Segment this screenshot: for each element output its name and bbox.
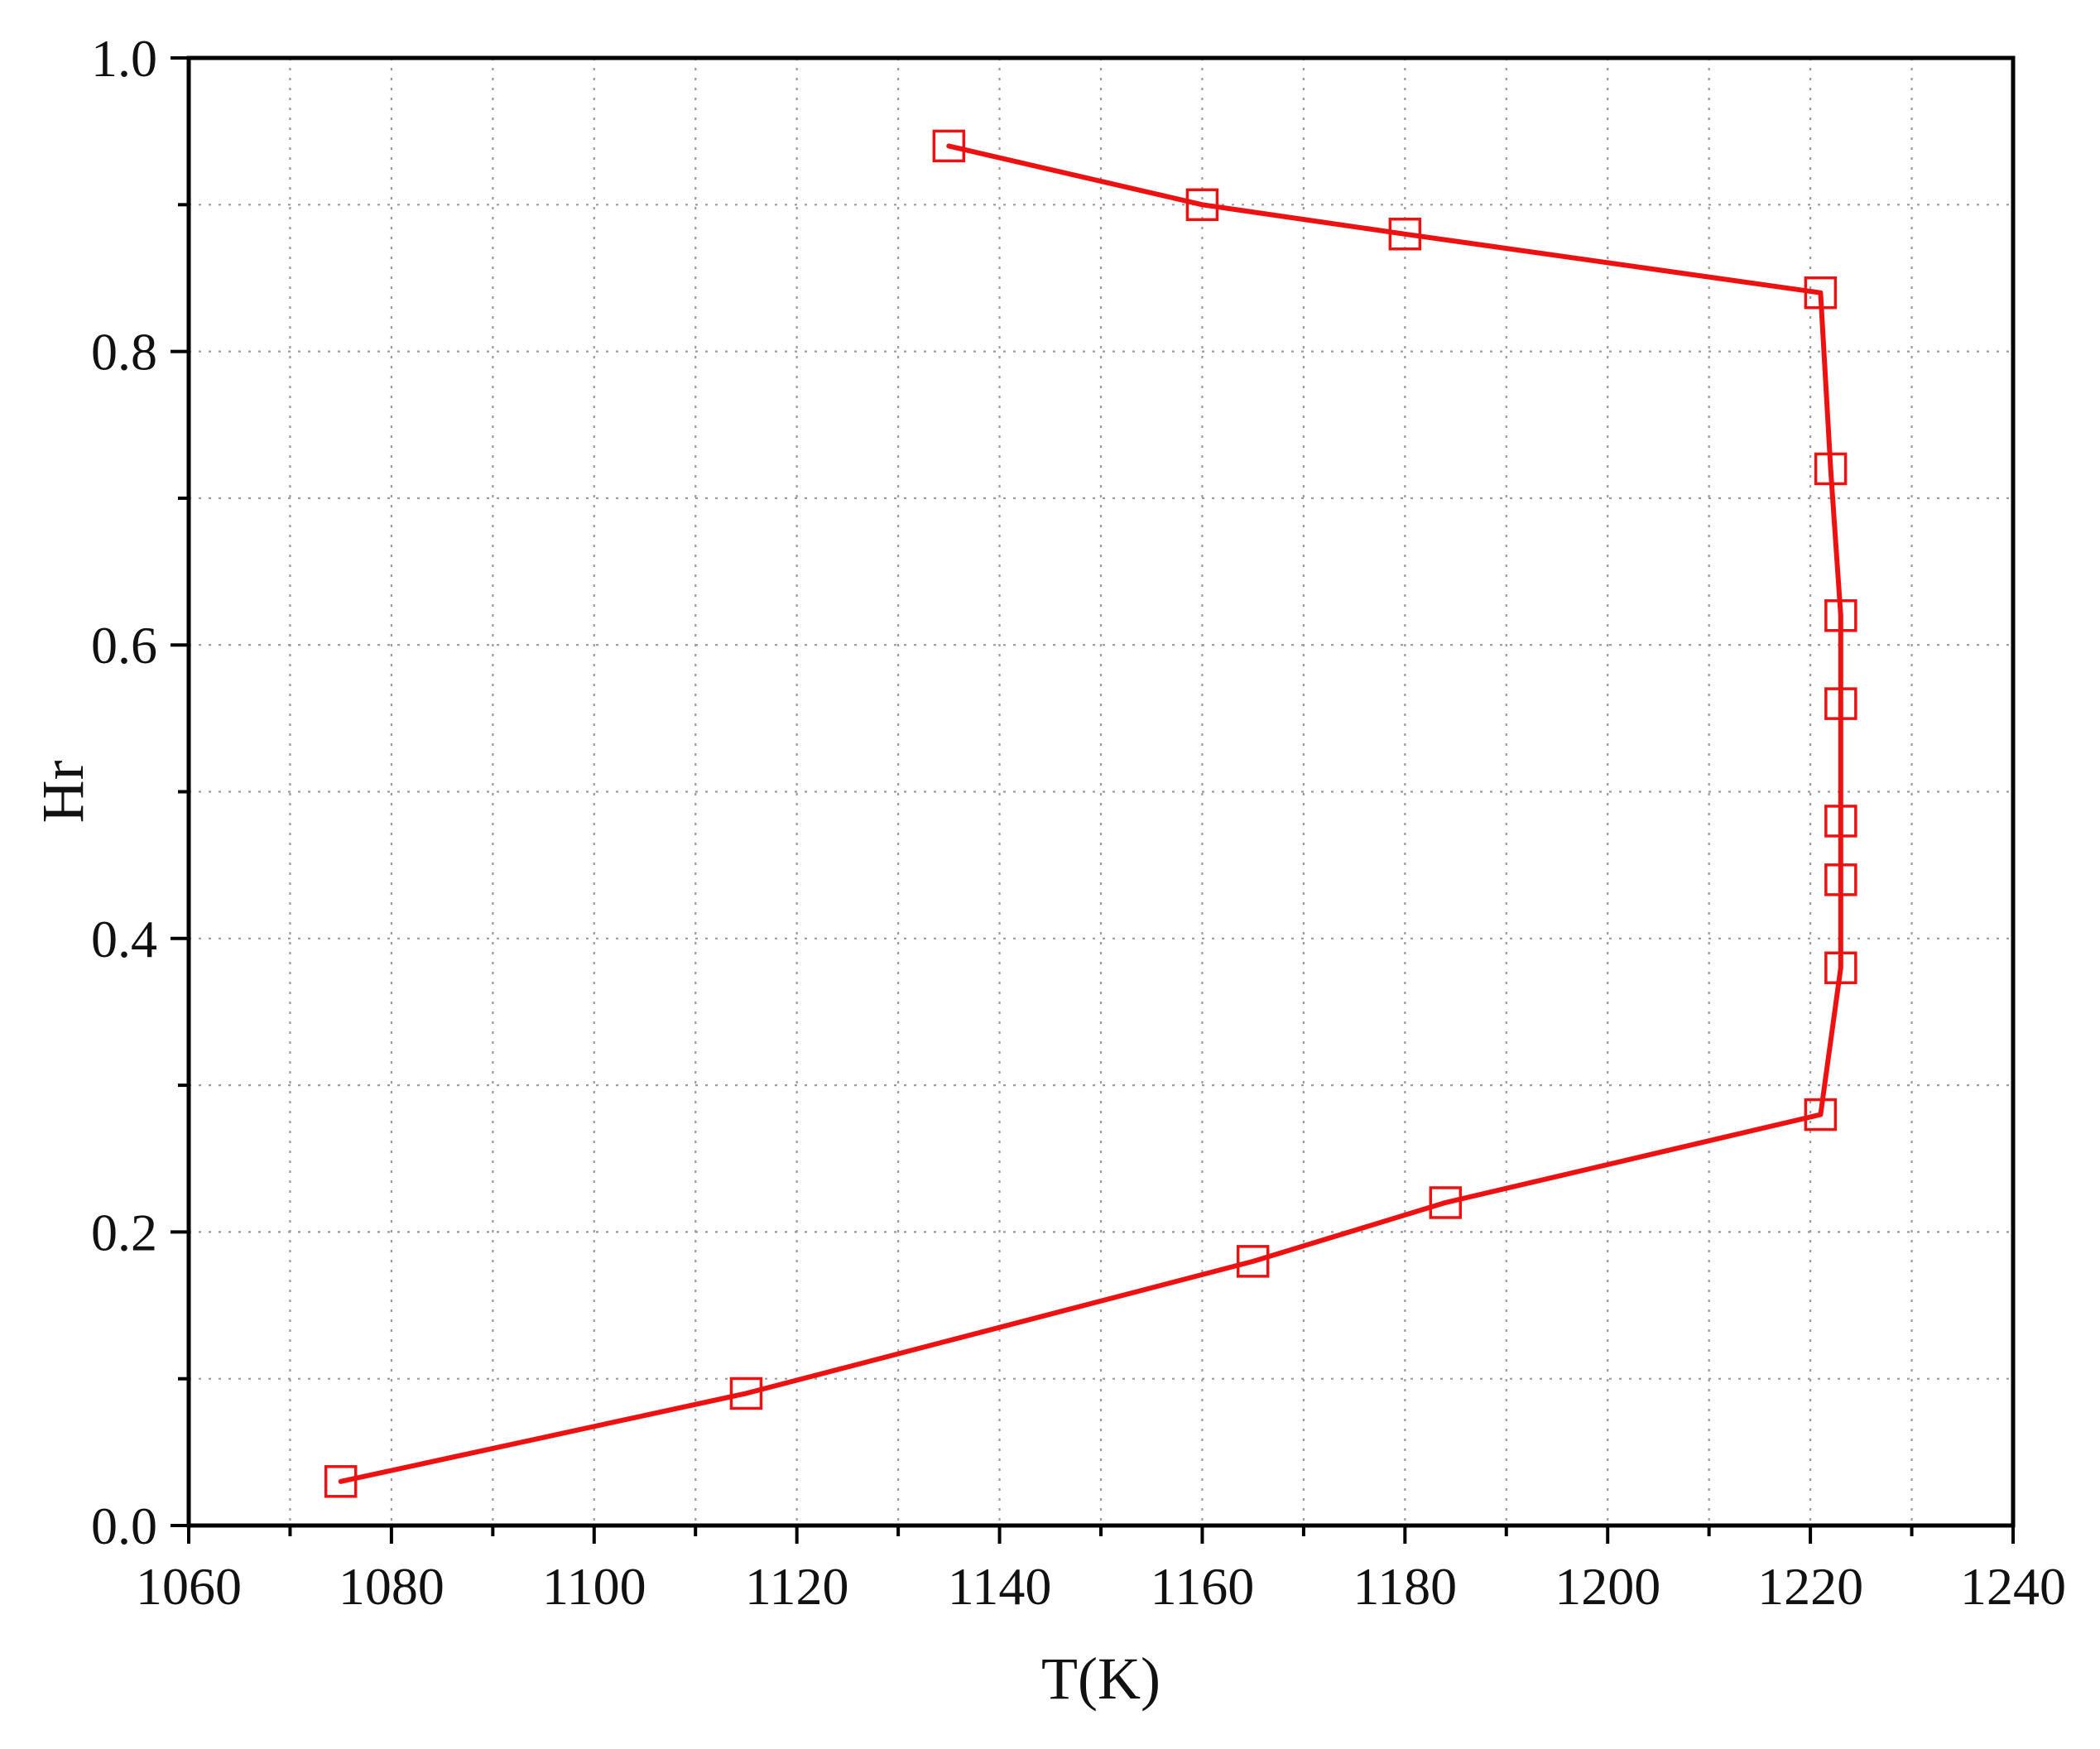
data-point-marker: [1814, 452, 1848, 486]
y-axis-title: Hr: [30, 760, 96, 823]
data-point-marker: [1824, 951, 1857, 985]
data-point-marker: [1185, 188, 1219, 222]
x-tick-label: 1180: [1353, 1557, 1458, 1616]
data-point-marker: [1824, 687, 1857, 720]
y-tick-label: 0.8: [91, 323, 157, 382]
y-tick-label: 1.0: [91, 29, 157, 88]
series-line: [338, 143, 1843, 1484]
data-point-marker: [1824, 598, 1857, 632]
plot-frame: [186, 55, 2016, 1528]
x-tick-label: 1080: [339, 1557, 445, 1616]
data-point-marker: [1804, 276, 1838, 310]
data-point-marker: [729, 1377, 763, 1410]
x-tick-label: 1060: [136, 1557, 242, 1616]
y-tick-label: 0.6: [91, 616, 157, 675]
grid: [189, 58, 2013, 1526]
x-tick-label: 1160: [1151, 1557, 1255, 1616]
data-point-marker: [1236, 1245, 1270, 1278]
x-tick-label: 1240: [1960, 1557, 2066, 1616]
data-point-marker: [324, 1465, 358, 1498]
data-point-marker: [1804, 1098, 1838, 1132]
data-point-marker: [1388, 218, 1422, 251]
data-point-marker: [932, 129, 966, 163]
y-tick-label: 0.2: [91, 1203, 157, 1261]
y-tick-label: 0.4: [91, 910, 157, 968]
x-axis-title: T(K): [1041, 1646, 1161, 1712]
x-tick-label: 1120: [745, 1557, 849, 1616]
x-tick-label: 1100: [542, 1557, 646, 1616]
tick-labels: 1060 1080 1100 1120 1140 1160 1180 1200 1220 1240…: [91, 29, 2066, 1616]
data-point-marker: [1429, 1186, 1463, 1219]
data-point-marker: [1824, 805, 1857, 838]
series-layer: [324, 129, 1857, 1498]
x-tick-label: 1220: [1757, 1557, 1863, 1616]
x-tick-label: 1140: [948, 1557, 1052, 1616]
x-tick-label: 1200: [1555, 1557, 1660, 1616]
y-tick-label: 0.0: [91, 1497, 157, 1555]
data-point-marker: [1824, 863, 1857, 896]
